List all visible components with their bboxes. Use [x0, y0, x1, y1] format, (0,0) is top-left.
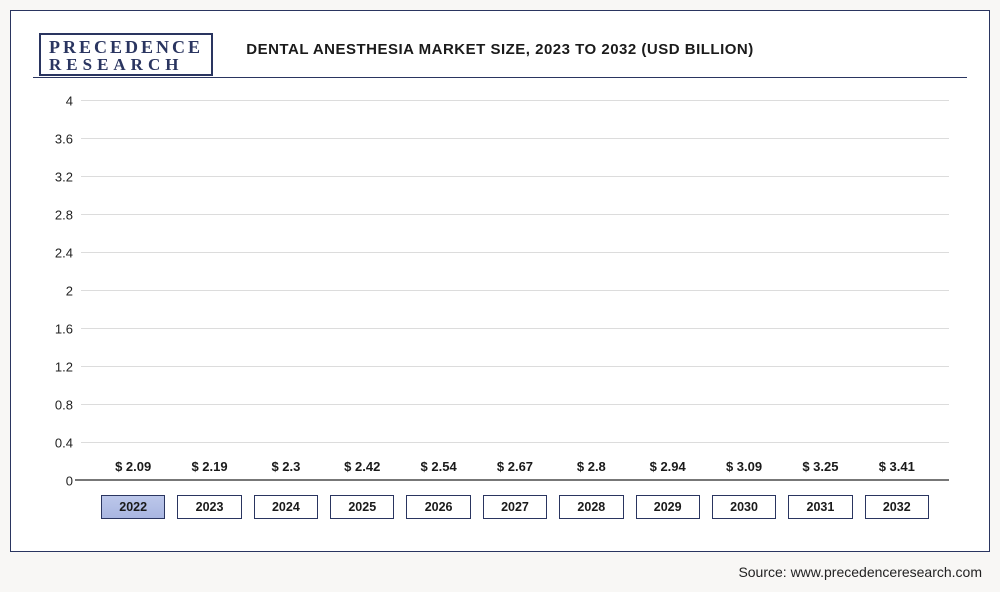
ytick-label: 0.8	[55, 398, 81, 413]
x-slot: 2027	[483, 495, 547, 519]
ytick-label: 1.6	[55, 322, 81, 337]
bar-slot: $ 2.8	[559, 459, 623, 481]
x-category-box: 2022	[101, 495, 165, 519]
ytick-label: 1.2	[55, 360, 81, 375]
bar-slot: $ 2.3	[254, 459, 318, 481]
x-category-box: 2024	[254, 495, 318, 519]
x-slot: 2031	[788, 495, 852, 519]
bar-slot: $ 2.94	[636, 459, 700, 481]
bar-slot: $ 3.41	[865, 459, 929, 481]
bar-slot: $ 3.25	[788, 459, 852, 481]
plot-area: 00.40.81.21.622.42.83.23.64 $ 2.09$ 2.19…	[81, 101, 949, 481]
bar-value-label: $ 2.19	[191, 459, 227, 474]
bars-container: $ 2.09 $ 2.19 $ 2.3 $ 2.42 $ 2.54 $ 2.67 $ 2.8…	[81, 101, 949, 481]
bar-value-label: $ 2.94	[650, 459, 686, 474]
ytick-label: 0.4	[55, 436, 81, 451]
x-slot: 2025	[330, 495, 394, 519]
ytick-label: 2.4	[55, 246, 81, 261]
x-slot: 2032	[865, 495, 929, 519]
bar-slot: $ 2.54	[406, 459, 470, 481]
ytick-label: 3.6	[55, 132, 81, 147]
bar-value-label: $ 2.09	[115, 459, 151, 474]
x-axis-labels: 2022 2023 2024 2025 2026 2027 2028 2029 2030 2031…	[81, 495, 949, 519]
x-slot: 2026	[406, 495, 470, 519]
x-slot: 2022	[101, 495, 165, 519]
x-category-box: 2028	[559, 495, 623, 519]
bar-slot: $ 2.19	[177, 459, 241, 481]
x-category-box: 2031	[788, 495, 852, 519]
x-category-box: 2027	[483, 495, 547, 519]
x-category-box: 2030	[712, 495, 776, 519]
bar-value-label: $ 3.41	[879, 459, 915, 474]
source-attribution: Source: www.precedenceresearch.com	[738, 564, 982, 580]
x-category-box: 2025	[330, 495, 394, 519]
bar-value-label: $ 2.67	[497, 459, 533, 474]
bar-value-label: $ 2.3	[271, 459, 300, 474]
x-slot: 2029	[636, 495, 700, 519]
bar-value-label: $ 2.54	[421, 459, 457, 474]
bar-slot: $ 2.42	[330, 459, 394, 481]
x-category-box: 2023	[177, 495, 241, 519]
bar-value-label: $ 2.8	[577, 459, 606, 474]
bar-slot: $ 2.09	[101, 459, 165, 481]
x-slot: 2023	[177, 495, 241, 519]
bar-value-label: $ 3.25	[802, 459, 838, 474]
ytick-label: 4	[66, 94, 81, 109]
bar-slot: $ 3.09	[712, 459, 776, 481]
chart-frame: PRECEDENCE RESEARCH DENTAL ANESTHESIA MA…	[10, 10, 990, 552]
bar-slot: $ 2.67	[483, 459, 547, 481]
bar-value-label: $ 3.09	[726, 459, 762, 474]
ytick-label: 3.2	[55, 170, 81, 185]
x-category-box: 2026	[406, 495, 470, 519]
ytick-label: 2	[66, 284, 81, 299]
logo-line-2: RESEARCH	[49, 57, 203, 72]
x-slot: 2024	[254, 495, 318, 519]
ytick-label: 0	[66, 474, 81, 489]
x-slot: 2030	[712, 495, 776, 519]
chart-title: DENTAL ANESTHESIA MARKET SIZE, 2023 TO 2…	[11, 41, 989, 58]
bar-value-label: $ 2.42	[344, 459, 380, 474]
x-axis-line	[75, 479, 949, 481]
x-slot: 2028	[559, 495, 623, 519]
x-category-box: 2032	[865, 495, 929, 519]
x-category-box: 2029	[636, 495, 700, 519]
title-divider	[33, 77, 967, 78]
ytick-label: 2.8	[55, 208, 81, 223]
